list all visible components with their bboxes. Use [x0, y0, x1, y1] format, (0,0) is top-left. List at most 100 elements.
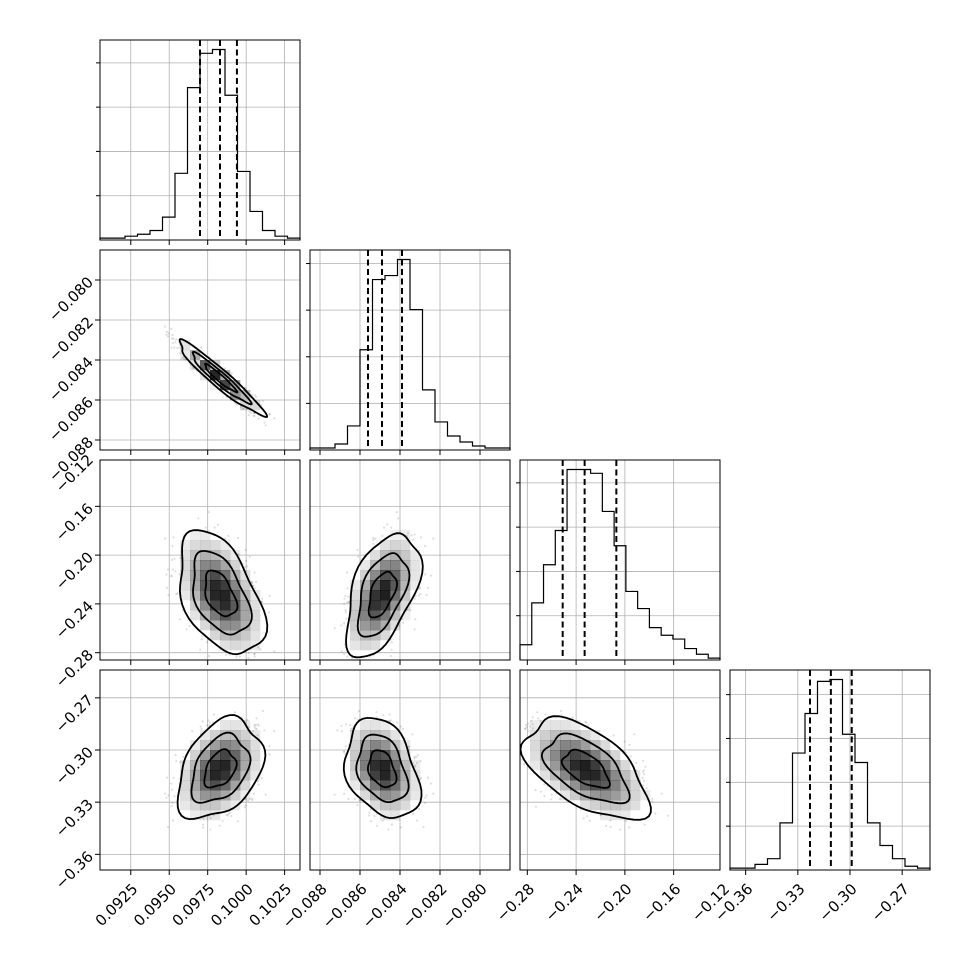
scatter-point [425, 594, 428, 597]
scatter-point [347, 600, 350, 603]
scatter-point [207, 510, 210, 514]
density-cell [180, 580, 191, 591]
scatter-point [243, 806, 246, 809]
density-cell [390, 620, 401, 631]
density-cell [230, 550, 241, 561]
scatter-point [170, 337, 174, 340]
scatter-point [248, 797, 251, 801]
density-cell [220, 590, 231, 601]
scatter-point [253, 652, 256, 656]
histogram-step-line [309, 258, 511, 450]
density-cell [190, 540, 201, 551]
scatter-point [230, 814, 233, 818]
scatter-point [268, 594, 271, 598]
density-cell [370, 620, 381, 631]
scatter-point [171, 568, 175, 571]
scatter-point [336, 672, 338, 674]
scatter-point [343, 652, 346, 656]
scatter-point [201, 635, 204, 638]
scatter-point [253, 394, 256, 397]
scatter-point [252, 414, 255, 417]
histogram-bar [348, 426, 361, 450]
scatter-point [170, 804, 173, 808]
density-cell [350, 640, 361, 651]
scatter-point [197, 517, 200, 520]
scatter-point [413, 533, 416, 536]
density-cell [220, 640, 231, 651]
density-cell [240, 400, 251, 411]
scatter-point [413, 628, 416, 631]
scatter-point [199, 648, 202, 651]
scatter-point [191, 730, 194, 733]
scatter-point [178, 573, 181, 576]
density-cell [360, 590, 371, 601]
scatter-point [248, 555, 251, 558]
scatter-point [414, 595, 417, 598]
scatter-point [253, 571, 256, 574]
density-cell [380, 590, 391, 601]
density-cell [240, 600, 251, 611]
density-cell [400, 570, 411, 581]
density-cell [180, 570, 191, 581]
scatter-point [383, 526, 386, 529]
scatter-point [251, 798, 254, 802]
scatter-point [171, 333, 174, 336]
density-cell [250, 610, 261, 621]
scatter-point [418, 586, 422, 590]
scatter-point [252, 730, 255, 733]
scatter-point [389, 654, 392, 658]
scatter-point [244, 559, 248, 562]
histogram-bar [555, 530, 567, 660]
density-cell [230, 630, 241, 641]
histogram-bar [868, 823, 881, 870]
histogram-bar [410, 310, 423, 450]
histogram-bar [830, 680, 843, 870]
grid-lines [319, 250, 481, 450]
scatter-point [397, 517, 400, 520]
density-cell [390, 600, 401, 611]
scatter-point [424, 573, 427, 576]
scatter-point [172, 337, 175, 340]
scatter-point [183, 358, 186, 361]
scatter-point [401, 621, 405, 624]
histogram-bar [213, 50, 226, 240]
scatter-point [268, 413, 271, 416]
density-cell [210, 610, 221, 621]
scatter-point [360, 663, 362, 665]
histogram-bar [805, 713, 818, 870]
scatter-point [343, 622, 346, 625]
histogram-bar [793, 753, 806, 870]
scatter-point [200, 638, 203, 641]
scatter-point [255, 717, 258, 720]
density-cell [400, 550, 411, 561]
scatter-point [248, 410, 251, 413]
density-cell [250, 630, 261, 641]
density-cell [390, 610, 401, 621]
density-cell [240, 610, 251, 621]
density-cell [200, 540, 211, 551]
scatter-point [414, 618, 417, 621]
scatter-point [173, 346, 176, 349]
histogram-bar [263, 230, 276, 240]
scatter-point [233, 711, 236, 714]
scatter-point [235, 655, 238, 658]
histogram-bar [435, 422, 448, 450]
scatter-point [199, 725, 202, 728]
scatter-point [164, 325, 167, 328]
scatter-point [261, 399, 264, 403]
scatter-point [372, 536, 375, 540]
histogram-bar [473, 446, 486, 450]
density-cell [380, 630, 391, 641]
scatter-point [170, 327, 173, 330]
density-cell [400, 540, 411, 551]
density-cell [200, 550, 211, 561]
density-cell [350, 580, 361, 591]
density-cell [210, 540, 221, 551]
density-cell [400, 610, 411, 621]
scatter-point [372, 542, 375, 546]
scatter-point [386, 523, 389, 526]
density-cell [250, 590, 261, 601]
density-cell [250, 400, 261, 411]
scatter-point [253, 655, 256, 658]
